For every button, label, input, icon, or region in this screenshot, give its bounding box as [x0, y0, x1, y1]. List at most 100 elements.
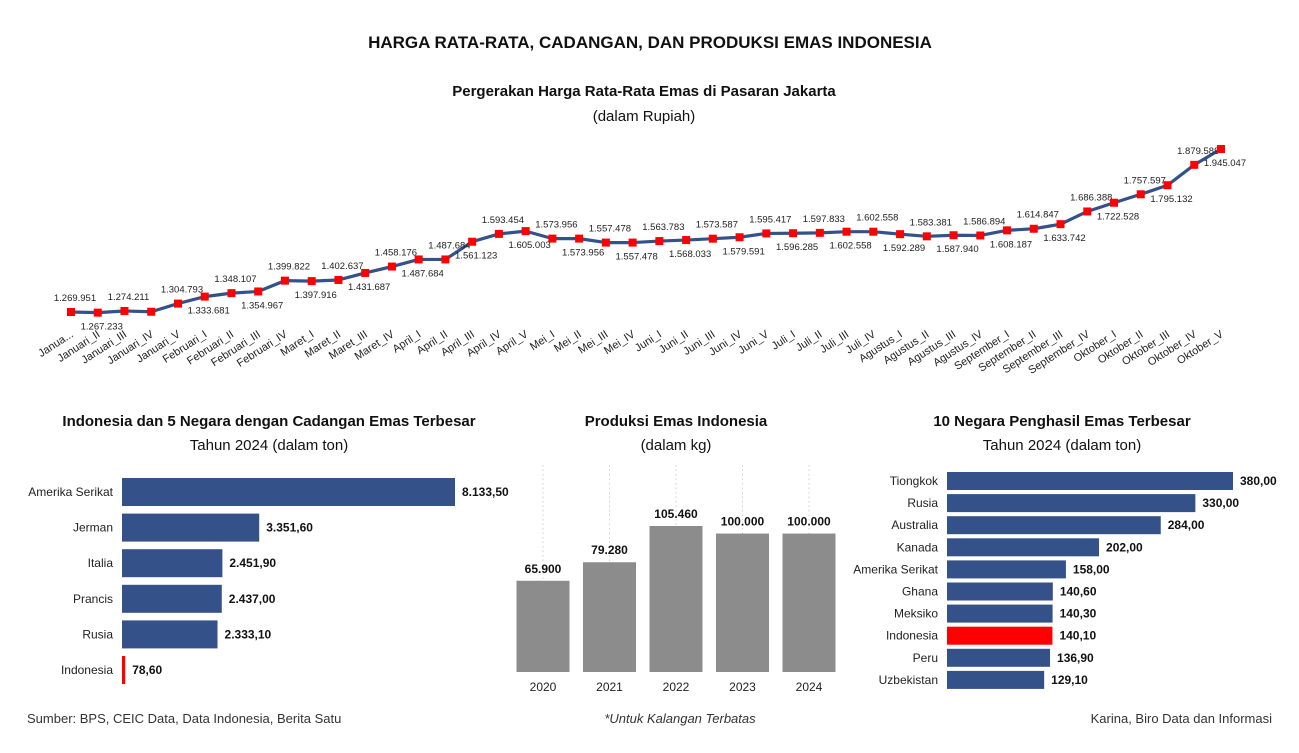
price-data-label: 1.596.285: [776, 242, 818, 253]
price-data-label: 1.557.478: [615, 252, 657, 263]
price-marker: [789, 229, 798, 238]
bar-value-label: 3.351,60: [266, 521, 313, 535]
bar: [122, 584, 222, 613]
price-data-label: 1.487.684: [402, 268, 444, 279]
price-data-label: 1.614.847: [1017, 210, 1059, 221]
price-marker: [1083, 207, 1092, 216]
price-data-label: 1.573.956: [562, 248, 604, 259]
price-data-label: 1.563.783: [642, 222, 684, 233]
bar-value-label: 2.333,10: [225, 627, 272, 641]
bar: [122, 513, 260, 542]
bar-chart-gold-production: Produksi Emas Indonesia (dalam kg) 65.90…: [516, 413, 836, 694]
price-data-label: 1.573.587: [696, 220, 738, 231]
price-data-label: 1.269.951: [54, 293, 96, 304]
year-label: 2020: [530, 680, 557, 694]
year-label: 2021: [596, 680, 623, 694]
bar-value-label: 140,30: [1060, 607, 1097, 621]
price-data-label: 1.333.681: [188, 306, 230, 317]
price-marker: [896, 230, 905, 239]
bar-value-label: 330,00: [1202, 496, 1239, 510]
price-data-label: 1.399.822: [268, 262, 310, 273]
price-marker: [922, 232, 931, 241]
price-data-label: 1.583.381: [910, 217, 952, 228]
line-chart-subtitle: (dalam Rupiah): [593, 108, 696, 125]
price-data-label: 1.722.528: [1097, 212, 1139, 223]
price-marker: [494, 229, 503, 238]
price-marker: [708, 234, 717, 243]
bar: [947, 648, 1051, 667]
bar-value-label: 8.133,50: [462, 485, 509, 499]
price-marker: [869, 227, 878, 236]
price-marker: [1110, 198, 1119, 207]
year-label: 2022: [663, 680, 690, 694]
bar: [649, 526, 703, 672]
x-tick-label: Mei_IV: [602, 328, 638, 357]
price-data-label: 1.573.956: [535, 220, 577, 231]
price-marker: [655, 237, 664, 246]
author-note: Karina, Biro Data dan Informasi: [1091, 711, 1272, 726]
price-data-label: 1.568.033: [669, 249, 711, 260]
price-data-label: 1.348.107: [214, 274, 256, 285]
price-data-label: 1.402.637: [321, 261, 363, 272]
bar: [947, 582, 1053, 601]
source-note: Sumber: BPS, CEIC Data, Data Indonesia, …: [27, 711, 341, 726]
reserves-chart-title: Indonesia dan 5 Negara dengan Cadangan E…: [62, 413, 475, 430]
price-marker: [307, 277, 316, 286]
bar-value-label: 202,00: [1106, 540, 1143, 554]
bar: [947, 626, 1053, 645]
price-data-label: 1.597.833: [803, 214, 845, 225]
category-label: Australia: [891, 518, 938, 532]
line-chart-title: Pergerakan Harga Rata-Rata Emas di Pasar…: [452, 83, 836, 100]
category-label: Indonesia: [886, 629, 938, 643]
category-label: Indonesia: [61, 663, 113, 677]
price-marker: [361, 268, 370, 277]
price-data-label: 1.458.176: [375, 248, 417, 259]
bar-value-label: 140,10: [1059, 629, 1096, 643]
category-label: Uzbekistan: [879, 673, 938, 687]
price-marker: [949, 231, 958, 240]
price-marker: [762, 229, 771, 238]
price-marker: [682, 236, 691, 245]
price-data-label: 1.587.940: [936, 244, 978, 255]
price-marker: [1029, 224, 1038, 233]
price-marker: [147, 307, 156, 316]
price-marker: [815, 228, 824, 237]
price-marker: [842, 227, 851, 236]
price-marker: [1190, 160, 1199, 169]
price-marker: [334, 275, 343, 284]
bar: [947, 538, 1100, 557]
bar: [516, 580, 570, 672]
category-label: Prancis: [73, 592, 113, 606]
bar: [716, 533, 769, 672]
bar-value-label: 65.900: [525, 562, 562, 576]
category-label: Peru: [913, 651, 938, 665]
category-label: Amerika Serikat: [28, 485, 113, 499]
price-data-label: 1.579.591: [722, 246, 764, 257]
bar-value-label: 380,00: [1240, 474, 1277, 488]
price-marker: [441, 255, 450, 264]
x-tick-label: Juli_I: [770, 328, 798, 352]
price-marker: [976, 231, 985, 240]
price-data-label: 1.595.417: [749, 214, 791, 225]
production-chart-subtitle: (dalam kg): [641, 437, 712, 454]
price-marker: [1136, 190, 1145, 199]
bar: [947, 670, 1045, 689]
price-data-label: 1.267.233: [81, 322, 123, 333]
price-data-label: 1.431.687: [348, 282, 390, 293]
bar: [947, 560, 1066, 579]
price-data-label: 1.397.916: [295, 290, 337, 301]
reserves-chart-subtitle: Tahun 2024 (dalam ton): [190, 437, 348, 454]
bar: [782, 533, 836, 672]
year-label: 2023: [729, 680, 756, 694]
restriction-note: *Untuk Kalangan Terbatas: [604, 711, 756, 726]
page-title: HARGA RATA-RATA, CADANGAN, DAN PRODUKSI …: [368, 33, 932, 52]
price-line: [70, 147, 1222, 315]
price-marker: [120, 306, 129, 315]
x-tick-label: Mei_I: [528, 328, 557, 353]
price-marker: [1217, 145, 1225, 154]
bar-value-label: 140,60: [1060, 585, 1097, 599]
price-marker: [548, 234, 557, 243]
price-marker: [468, 237, 477, 246]
bar-value-label: 105.460: [654, 507, 698, 521]
bar: [122, 478, 455, 506]
